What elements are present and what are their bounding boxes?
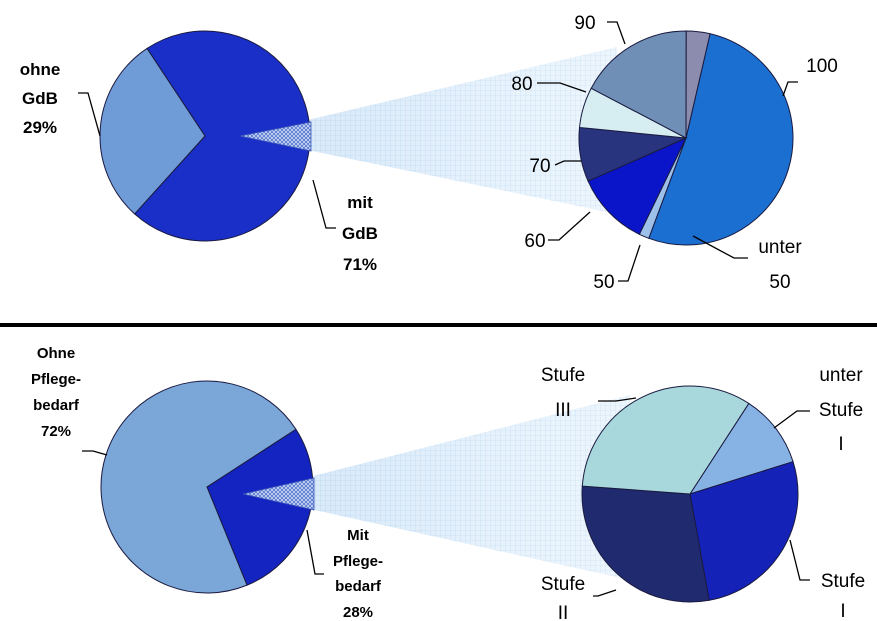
pie-gdb bbox=[99, 30, 311, 242]
label-unter-stufe-I-2: Stufe bbox=[819, 400, 863, 421]
slice-ohne-gdb bbox=[99, 47, 206, 215]
leader-60 bbox=[548, 211, 591, 241]
pie-pflege-highlight-wedge bbox=[242, 477, 315, 511]
leader-80 bbox=[537, 82, 587, 93]
label-mit-pflege-3: bedarf bbox=[335, 578, 382, 595]
label-mit-gdb-1: mit bbox=[347, 193, 373, 212]
label-100: 100 bbox=[806, 56, 838, 77]
label-unter-stufe-I-1: unter bbox=[819, 365, 863, 386]
label-ohne-gdb-2: GdB bbox=[22, 89, 58, 108]
label-50: 50 bbox=[593, 272, 614, 293]
leader-unter-stufe-I bbox=[773, 410, 810, 429]
label-ohne-pflege-2: Pflege- bbox=[31, 371, 81, 388]
label-mit-gdb-3: 71% bbox=[343, 255, 377, 274]
leader-stufe-III bbox=[598, 397, 637, 402]
label-mit-pflege-4: 28% bbox=[343, 604, 373, 621]
connector-grid-bottom bbox=[243, 395, 630, 580]
pie-pflege bbox=[100, 380, 314, 594]
leader-ohne-pflege bbox=[82, 450, 108, 456]
label-stufe-III-1: Stufe bbox=[541, 365, 585, 386]
label-mit-pflege-1: Mit bbox=[347, 527, 369, 544]
slice-80 bbox=[590, 30, 687, 139]
label-unter-stufe-I-3: I bbox=[838, 434, 843, 455]
leader-stufe-II bbox=[593, 589, 617, 597]
label-ohne-gdb-1: ohne bbox=[20, 60, 61, 79]
top-gdb-chart: ohne GdB 29% mit GdB 71% 90 80 70 60 50 … bbox=[20, 13, 838, 293]
label-stufe-I-1: Stufe bbox=[821, 571, 865, 592]
label-80: 80 bbox=[511, 74, 532, 95]
slice-90 bbox=[685, 30, 711, 139]
pie-gdb-breakdown bbox=[578, 30, 794, 246]
label-stufe-II-1: Stufe bbox=[541, 574, 585, 595]
bottom-pflege-chart: Ohne Pflege- bedarf 72% Mit Pflege- beda… bbox=[31, 345, 865, 621]
label-ohne-gdb-3: 29% bbox=[23, 118, 57, 137]
slice-stufe-II bbox=[581, 485, 710, 603]
label-mit-pflege-2: Pflege- bbox=[333, 553, 383, 570]
leader-90 bbox=[607, 21, 626, 45]
label-stufe-I-2: I bbox=[840, 601, 845, 621]
leader-50 bbox=[618, 244, 641, 282]
label-ohne-pflege-4: 72% bbox=[41, 423, 71, 440]
slice-stufe-III bbox=[581, 385, 750, 495]
leader-stufe-I bbox=[789, 539, 810, 581]
leader-100 bbox=[782, 81, 798, 97]
label-unter-50-2: 50 bbox=[769, 272, 790, 293]
label-60: 60 bbox=[524, 231, 545, 252]
leader-unter-50 bbox=[692, 235, 748, 259]
pie-pflege-breakdown bbox=[581, 385, 799, 603]
section-separator bbox=[0, 323, 877, 327]
label-stufe-II-2: II bbox=[558, 603, 569, 621]
label-70: 70 bbox=[529, 156, 550, 177]
label-ohne-pflege-3: bedarf bbox=[33, 397, 80, 414]
slice-unter-stufe-I bbox=[688, 402, 794, 495]
slice-50 bbox=[587, 136, 688, 235]
label-ohne-pflege-1: Ohne bbox=[37, 345, 75, 362]
slice-mit-pflege bbox=[206, 428, 314, 586]
label-stufe-III-2: III bbox=[555, 400, 571, 421]
label-90: 90 bbox=[574, 13, 595, 34]
leader-ohne-gdb bbox=[78, 92, 101, 137]
leader-mit-gdb bbox=[312, 179, 336, 229]
label-mit-gdb-2: GdB bbox=[342, 224, 378, 243]
leader-mit-pflege bbox=[306, 529, 324, 575]
pie-gdb-highlight-wedge bbox=[239, 121, 312, 152]
label-unter-50-1: unter bbox=[758, 237, 802, 258]
leader-70 bbox=[554, 160, 581, 166]
slice-100 bbox=[648, 33, 794, 246]
slice-stufe-I bbox=[689, 461, 799, 601]
connector-grid-top bbox=[240, 47, 617, 214]
